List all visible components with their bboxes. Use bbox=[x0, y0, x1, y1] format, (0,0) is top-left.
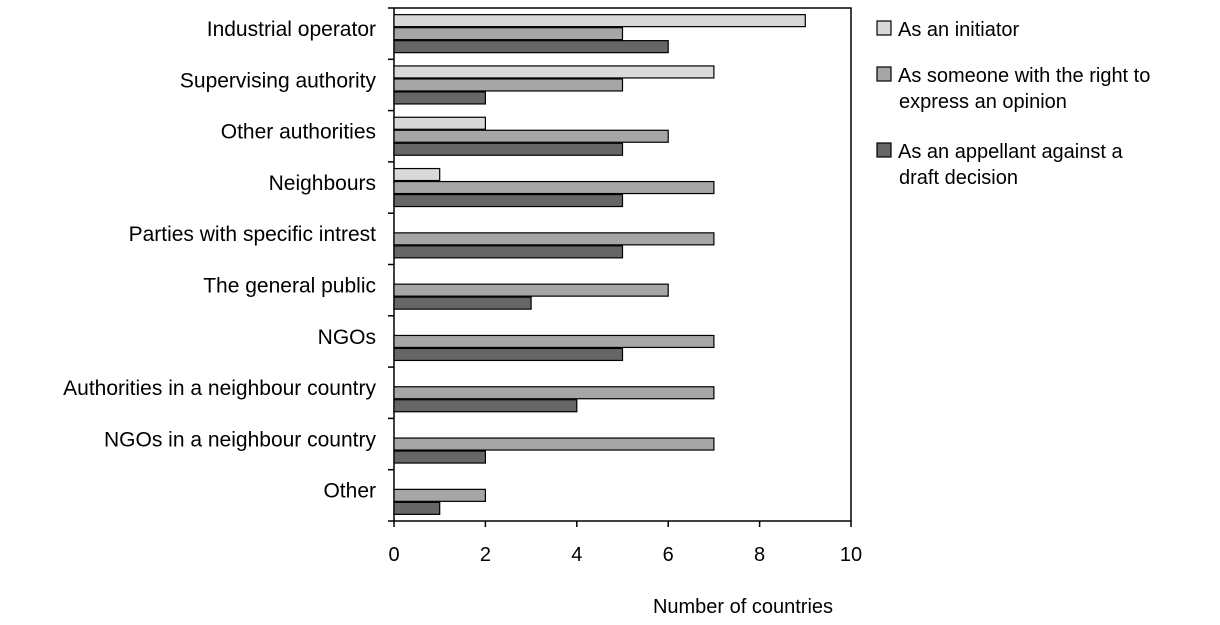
legend-swatch bbox=[876, 20, 892, 36]
category-label: Supervising authority bbox=[180, 69, 377, 92]
x-tick-label: 6 bbox=[663, 544, 674, 566]
bar bbox=[393, 78, 624, 92]
bar bbox=[393, 65, 715, 79]
legend-swatch bbox=[876, 66, 892, 82]
x-axis: 0 2 4 6 8 10 bbox=[388, 521, 862, 566]
legend-item: As an appellant against a draft decision bbox=[876, 141, 1123, 189]
bar bbox=[393, 296, 532, 310]
bar bbox=[393, 167, 441, 182]
category-label: Authorities in a neighbour country bbox=[63, 377, 376, 400]
bar bbox=[393, 116, 487, 130]
bar bbox=[393, 232, 715, 246]
bar bbox=[393, 399, 578, 413]
x-tick-label: 2 bbox=[480, 544, 491, 566]
bar bbox=[393, 27, 624, 41]
bar bbox=[393, 501, 441, 515]
bar bbox=[393, 129, 669, 143]
x-tick-label: 4 bbox=[571, 544, 582, 566]
bar bbox=[393, 91, 487, 105]
plot-area bbox=[388, 7, 852, 522]
x-tick-label: 0 bbox=[388, 544, 399, 566]
legend-item: As someone with the right to express an o… bbox=[876, 65, 1150, 113]
bar bbox=[393, 437, 715, 451]
legend-swatch bbox=[876, 142, 892, 158]
legend-item: As an initiator bbox=[876, 19, 1020, 41]
category-label: NGOs bbox=[318, 326, 376, 349]
x-tick-label: 8 bbox=[754, 544, 765, 566]
bar bbox=[393, 386, 715, 400]
bars-layer bbox=[393, 14, 806, 515]
bar bbox=[393, 450, 487, 464]
x-tick-label: 10 bbox=[840, 544, 862, 566]
x-axis-title: Number of countries bbox=[653, 596, 833, 618]
bar bbox=[393, 245, 624, 259]
legend: As an initiator As someone with the right… bbox=[876, 19, 1150, 189]
category-label: Neighbours bbox=[269, 172, 376, 195]
bar bbox=[393, 180, 715, 195]
category-label: Parties with specific intrest bbox=[129, 223, 377, 246]
legend-label: As an appellant against a draft decision bbox=[898, 141, 1123, 189]
bar bbox=[393, 347, 624, 362]
category-label: Other bbox=[323, 480, 376, 503]
bar bbox=[393, 40, 669, 54]
category-label: NGOs in a neighbour country bbox=[104, 428, 376, 451]
bar bbox=[393, 14, 806, 28]
bar bbox=[393, 283, 669, 297]
category-label: Other authorities bbox=[221, 121, 376, 144]
bar bbox=[393, 488, 487, 502]
legend-label: As an initiator bbox=[898, 19, 1020, 41]
bar bbox=[393, 142, 624, 156]
bar bbox=[393, 334, 715, 349]
bar bbox=[393, 193, 624, 208]
category-label: The general public bbox=[203, 275, 376, 298]
category-label: Industrial operator bbox=[207, 18, 376, 41]
legend-label: As someone with the right to express an o… bbox=[898, 65, 1150, 113]
category-labels: Industrial operator Supervising authority… bbox=[63, 18, 376, 503]
